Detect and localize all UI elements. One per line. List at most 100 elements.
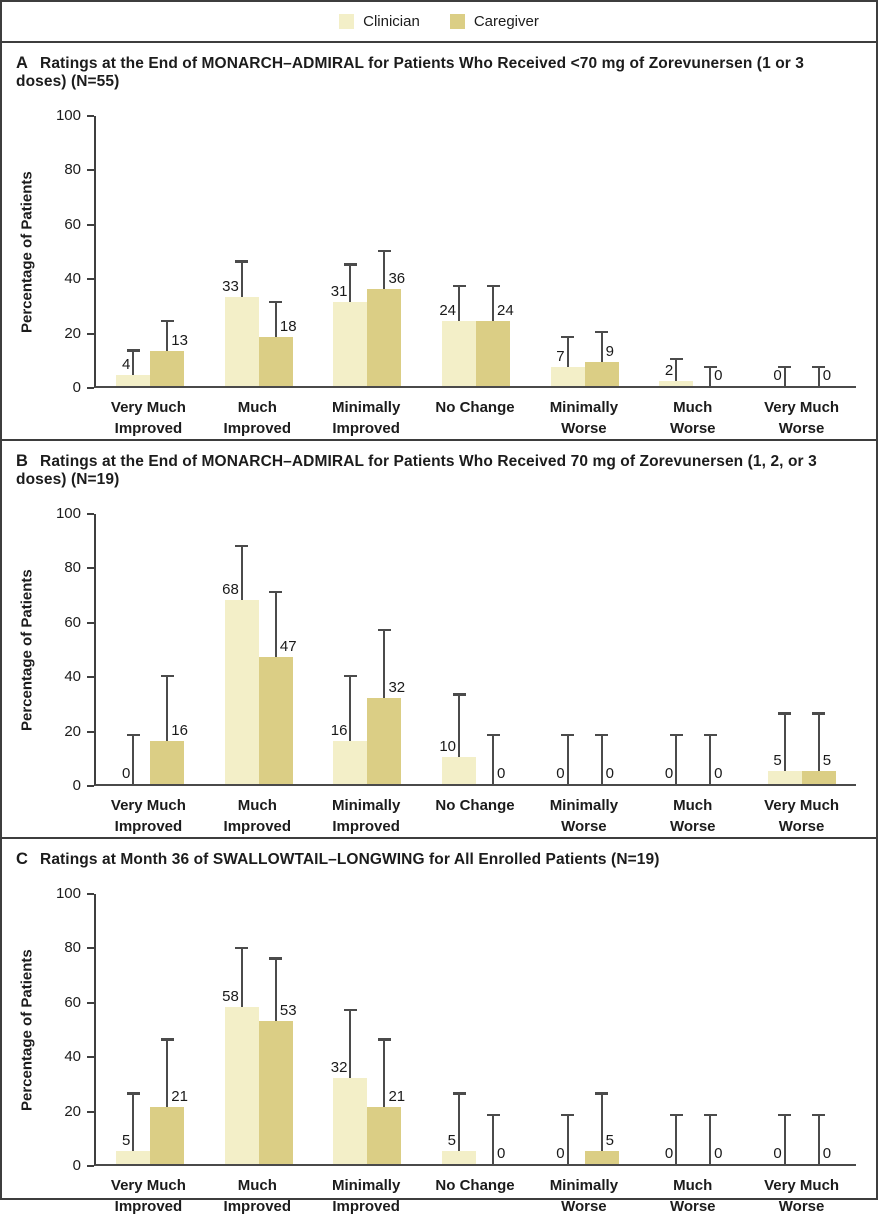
x-category-label: No Change <box>435 797 515 814</box>
error-bar <box>383 251 386 289</box>
error-bar-cap <box>452 284 466 288</box>
panel-c-chart: Percentage of Patients 0 20 40 60 80 100 5 21 5… <box>12 886 856 1217</box>
x-category-label: Minimally Improved <box>331 1177 401 1215</box>
y-tick-mark <box>87 785 94 787</box>
bar-slot: 10 <box>439 514 477 784</box>
value-label: 53 <box>279 1001 297 1019</box>
bar-slot: 5 <box>767 514 802 784</box>
value-label: 0 <box>664 765 674 782</box>
bar-slot: 58 <box>222 894 259 1164</box>
value-label: 24 <box>497 302 514 320</box>
value-label: 0 <box>664 1145 674 1162</box>
error-bar <box>458 286 461 322</box>
error-bar-cap <box>377 628 391 632</box>
error-bar <box>274 592 277 658</box>
bar-clinician <box>442 757 477 784</box>
panel-a-plot: 4 13 33 18 31 36 24 24 7 9 2 0 0 0 <box>94 116 856 388</box>
panel-c-y-axis-label: Percentage of Patients <box>18 949 36 1111</box>
y-tick-label: 100 <box>55 107 81 124</box>
bar-slot: 0 <box>659 894 693 1164</box>
bar-group: 32 21 <box>313 894 422 1164</box>
value-label: 5 <box>822 751 832 769</box>
x-category-label: Much Worse <box>669 1177 716 1215</box>
error-bar-cap <box>343 674 357 677</box>
bar-slot: 0 <box>768 116 802 386</box>
y-tick-mark <box>87 730 94 733</box>
legend-label-clinician: Clinician <box>363 13 420 30</box>
error-bar-cap <box>126 349 140 352</box>
x-category-label: Very Much Worse <box>764 1177 840 1215</box>
y-tick-label: 60 <box>64 993 81 1011</box>
panel-c-title-text: Ratings at Month 36 of SWALLOWTAIL–LONGW… <box>40 851 660 868</box>
x-category-label: Minimally Worse <box>549 399 619 437</box>
error-bar <box>709 367 712 386</box>
legend: Clinician Caregiver <box>2 2 876 43</box>
panel-a: A Ratings at the End of MONARCH–ADMIRAL f… <box>2 43 876 439</box>
bar-slot: 31 <box>331 116 368 386</box>
bar-caregiver <box>258 657 293 784</box>
bar-slot: 9 <box>584 116 619 386</box>
value-label: 0 <box>556 1145 565 1162</box>
bar-group: 16 32 <box>313 514 422 784</box>
error-bar-cap <box>160 674 174 677</box>
error-bar-cap <box>269 590 283 594</box>
value-label: 0 <box>714 1145 723 1162</box>
bar-caregiver <box>801 770 836 784</box>
error-bar-cap <box>595 733 609 737</box>
bar-caregiver <box>150 1107 185 1164</box>
y-tick-label: 40 <box>64 270 81 288</box>
panel-a-x-axis-labels: Very Much Improved Much Improved Minimally Im… <box>94 397 856 439</box>
value-label: 5 <box>773 751 782 769</box>
bar-clinician <box>550 367 585 386</box>
value-label: 5 <box>121 1131 131 1149</box>
y-tick-mark <box>87 893 94 895</box>
panel-b-chart: Percentage of Patients 0 20 40 60 80 100 0 16 6… <box>12 506 856 837</box>
y-tick-label: 80 <box>64 939 81 957</box>
error-bar <box>349 676 352 741</box>
panel-b-letter: B <box>16 452 29 470</box>
bar-slot: 2 <box>659 116 694 386</box>
bar-clinician <box>224 296 259 386</box>
value-label: 68 <box>222 581 239 599</box>
error-bar <box>709 1115 712 1164</box>
error-bar <box>349 1010 352 1078</box>
bar-slot: 36 <box>367 116 405 386</box>
error-bar-cap <box>778 1113 792 1117</box>
bar-clinician <box>442 1150 477 1164</box>
y-tick-label: 80 <box>64 559 81 577</box>
error-bar-cap <box>269 957 283 960</box>
bar-slot: 16 <box>150 514 188 784</box>
value-label: 4 <box>121 356 131 374</box>
error-bar <box>132 735 135 784</box>
value-label: 18 <box>279 318 297 336</box>
error-bar <box>600 332 603 362</box>
bar-slot: 32 <box>331 894 368 1164</box>
y-tick-label: 20 <box>64 722 81 740</box>
bar-group: 33 18 <box>205 116 314 386</box>
bar-group: 58 53 <box>205 894 314 1164</box>
panel-b-title: B Ratings at the End of MONARCH–ADMIRAL f… <box>16 452 856 489</box>
value-label: 16 <box>330 721 348 739</box>
y-tick-label: 60 <box>64 215 81 233</box>
panel-b-plot: 0 16 68 47 16 32 10 0 0 0 0 0 5 5 <box>94 514 856 786</box>
error-bar <box>274 302 277 338</box>
y-tick-mark <box>87 567 94 570</box>
bar-group: 31 36 <box>313 116 422 386</box>
value-label: 33 <box>222 277 239 295</box>
bar-caregiver <box>476 321 511 386</box>
error-bar <box>349 264 352 303</box>
error-bar-cap <box>703 365 717 369</box>
x-category-label: Much Improved <box>223 1177 292 1215</box>
error-bar-cap <box>452 1092 466 1095</box>
x-category-label: Much Improved <box>223 399 292 437</box>
y-tick-label: 0 <box>72 1157 81 1174</box>
bar-clinician <box>659 380 694 386</box>
bar-clinician <box>116 1150 151 1164</box>
error-bar-cap <box>269 300 283 304</box>
value-label: 16 <box>171 721 188 739</box>
error-bar-cap <box>235 260 249 263</box>
